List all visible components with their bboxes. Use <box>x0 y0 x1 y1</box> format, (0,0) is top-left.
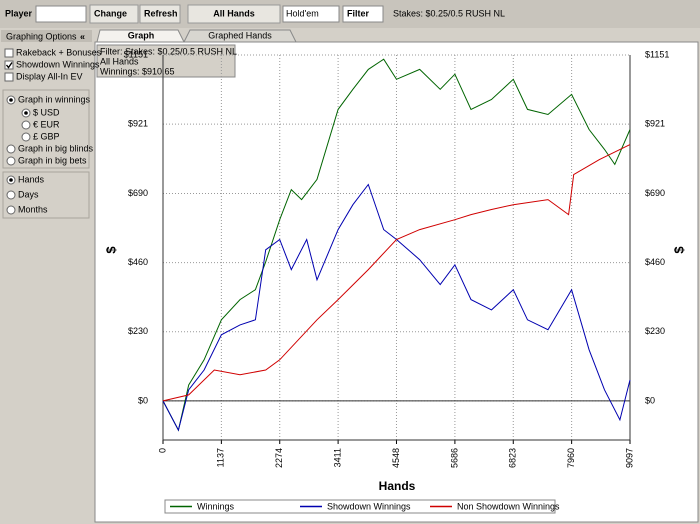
y-tick-label: $1151 <box>645 49 669 59</box>
series-line <box>162 58 631 432</box>
checkbox[interactable] <box>4 60 14 70</box>
radio-dot <box>24 111 28 115</box>
y-tick-label: $690 <box>645 188 665 198</box>
x-tick-label: 4548 <box>391 448 401 468</box>
y-tick-label: $460 <box>645 257 665 267</box>
option-label: Days <box>18 189 39 199</box>
y-tick-label: $921 <box>128 119 148 129</box>
y-tick-label: $0 <box>138 395 148 405</box>
x-tick-label: 5686 <box>449 448 459 468</box>
filter-select[interactable] <box>342 5 384 23</box>
radio[interactable] <box>6 205 16 215</box>
option-label: £ GBP <box>33 131 60 141</box>
x-tick-label: 9097 <box>624 448 634 468</box>
player-input[interactable] <box>35 5 87 23</box>
legend-label: Winnings <box>197 501 235 511</box>
y-tick-label: $230 <box>128 326 148 336</box>
legend-box <box>164 499 556 514</box>
option-label: Showdown Winnings <box>16 59 100 69</box>
y-axis-label: $ <box>671 246 686 254</box>
x-tick-label: 1137 <box>216 448 226 467</box>
series-line <box>162 183 631 432</box>
info-box <box>96 44 236 78</box>
x-tick-label: 2274 <box>274 448 284 468</box>
radio[interactable] <box>6 156 16 166</box>
option-label: Rakeback + Bonuses <box>16 47 102 57</box>
x-axis-label: Hands <box>379 479 416 493</box>
y-tick-label: $1151 <box>124 49 148 59</box>
refresh-button[interactable] <box>139 4 181 24</box>
all-hands-label: All Hands <box>213 8 255 18</box>
radio[interactable] <box>6 144 16 154</box>
sidebar-title: Graphing Options <box>6 31 77 41</box>
info-line: Filter: Stakes: $0.25/0.5 RUSH NL <box>100 46 237 56</box>
x-tick-label: 3411 <box>332 448 342 467</box>
sidebar-header <box>1 30 92 42</box>
option-label: € EUR <box>33 119 60 129</box>
info-line: All Hands <box>100 56 139 66</box>
radio[interactable] <box>21 132 31 142</box>
tab-label: Graphed Hands <box>208 30 272 40</box>
y-axis-label: $ <box>103 246 118 254</box>
group-box <box>2 89 90 169</box>
checkbox[interactable] <box>4 48 14 58</box>
x-tick-label: 7960 <box>566 448 576 468</box>
change-button[interactable] <box>89 4 139 24</box>
all-hands-button[interactable] <box>187 4 281 24</box>
x-tick-label: 6823 <box>508 448 518 468</box>
option-label: Display All-In EV <box>16 71 83 81</box>
option-label: Hands <box>18 174 45 184</box>
tab-label: Graph <box>128 30 155 40</box>
collapse-button[interactable]: « <box>80 31 85 41</box>
info-line: Winnings: $910.65 <box>100 66 175 76</box>
change-label: Change <box>94 8 127 18</box>
legend-label: Non Showdown Winnings <box>457 501 560 511</box>
option-label: Months <box>18 204 48 214</box>
game-select[interactable] <box>282 5 340 23</box>
legend-label: Showdown Winnings <box>327 501 411 511</box>
check-mark <box>5 62 13 69</box>
checkbox[interactable] <box>4 72 14 82</box>
y-tick-label: $921 <box>645 119 665 129</box>
radio[interactable] <box>21 120 31 130</box>
series-line <box>162 144 631 402</box>
stakes-text: Stakes: $0.25/0.5 RUSH NL <box>393 8 505 18</box>
group-box <box>2 171 90 219</box>
option-label: Graph in big blinds <box>18 143 94 153</box>
y-tick-label: $690 <box>128 188 148 198</box>
filter-label: Filter <box>347 8 370 18</box>
y-tick-label: $460 <box>128 257 148 267</box>
x-tick-label: 0 <box>157 448 167 453</box>
refresh-label: Refresh <box>144 8 178 18</box>
option-label: $ USD <box>33 107 60 117</box>
game-label: Hold'em <box>286 8 319 18</box>
player-label: Player <box>5 8 33 18</box>
radio-dot <box>9 98 13 102</box>
radio[interactable] <box>6 190 16 200</box>
option-label: Graph in big bets <box>18 155 87 165</box>
radio-dot <box>9 178 13 182</box>
y-tick-label: $0 <box>645 395 655 405</box>
option-label: Graph in winnings <box>18 94 91 104</box>
y-tick-label: $230 <box>645 326 665 336</box>
